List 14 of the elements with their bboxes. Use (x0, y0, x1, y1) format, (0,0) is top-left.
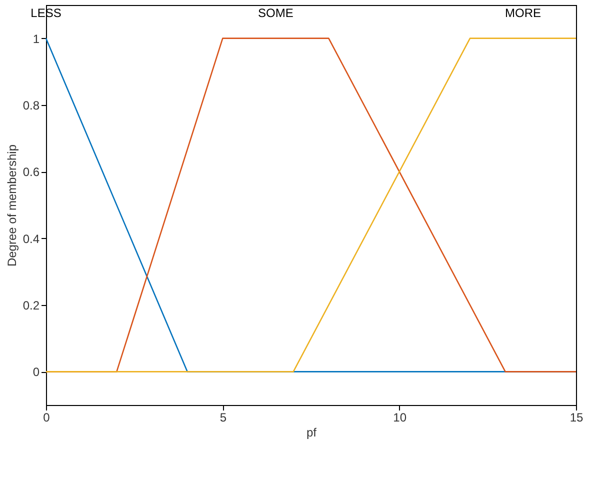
y-tick-label: 0 (32, 365, 40, 380)
series-label: SOME (258, 6, 294, 20)
y-tick-label: 1 (32, 32, 40, 46)
x-axis-title: pf (306, 426, 318, 440)
series-label: MORE (505, 6, 541, 20)
x-tick-label: 15 (570, 410, 584, 424)
y-tick-label: 0.8 (22, 98, 40, 112)
y-tick-label: 0.2 (22, 298, 40, 312)
y-tick-label: 0.6 (22, 165, 40, 180)
x-tick-label: 0 (43, 410, 50, 424)
x-tick-label: 5 (220, 410, 227, 424)
y-axis-title: Degree of membership (4, 144, 19, 267)
x-tick-label: 10 (393, 410, 407, 424)
y-tick-label: 0.4 (22, 232, 40, 246)
